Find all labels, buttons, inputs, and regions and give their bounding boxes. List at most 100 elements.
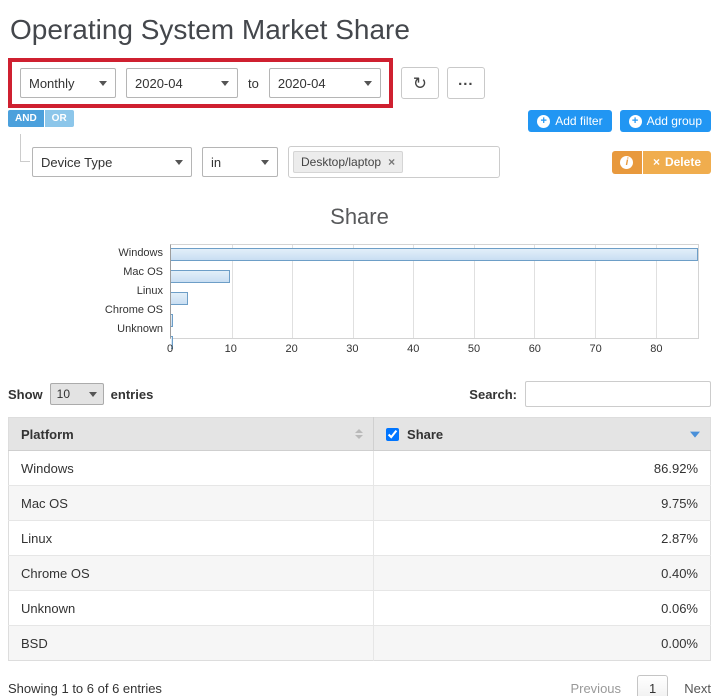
bar-chrome-os[interactable]: [171, 314, 174, 327]
gridline: [595, 245, 597, 338]
gridlines: [171, 245, 698, 338]
table-controls: Show 10 entries Search:: [8, 381, 711, 407]
column-header-platform[interactable]: Platform: [8, 417, 374, 451]
next-page-button[interactable]: Next: [684, 681, 711, 696]
table-row: Chrome OS 0.40%: [8, 555, 711, 591]
platform-header-label: Platform: [21, 426, 74, 442]
period-select[interactable]: Monthly: [20, 68, 116, 98]
delete-label: Delete: [664, 155, 701, 169]
date-from-value: 2020-04: [135, 75, 183, 91]
table-info-text: Showing 1 to 6 of 6 entries: [8, 681, 162, 696]
x-axis-tick: 20: [285, 343, 298, 355]
share-cell: 0.00%: [373, 625, 711, 661]
x-axis-tick: 0: [166, 343, 174, 355]
date-to-value: 2020-04: [277, 75, 326, 91]
gridline: [352, 245, 354, 338]
gridline: [655, 245, 657, 338]
date-from-select[interactable]: 2020-04: [126, 68, 238, 98]
controls-row: Monthly 2020-04 to 2020-04 ↻ ...: [8, 58, 711, 108]
x-axis-tick: 30: [346, 343, 359, 355]
add-buttons: + Add filter + Add group: [528, 110, 711, 132]
search-input[interactable]: [525, 381, 711, 407]
search-label: Search:: [469, 386, 517, 402]
table-header-row: Platform Share: [8, 417, 711, 451]
and-badge[interactable]: AND: [8, 110, 44, 127]
refresh-button[interactable]: ↻: [400, 67, 439, 99]
filter-operator-value: in: [211, 154, 222, 170]
info-icon: i: [620, 155, 634, 169]
bar-unknown[interactable]: [171, 336, 173, 349]
page-length-select[interactable]: 10: [49, 383, 104, 405]
bar-row: [171, 292, 698, 311]
platform-cell: Mac OS: [8, 485, 374, 521]
platform-cell: Windows: [8, 450, 374, 486]
filter-operator-select[interactable]: in: [202, 147, 278, 177]
bar-windows[interactable]: [171, 248, 698, 261]
previous-page-button[interactable]: Previous: [570, 681, 622, 696]
search-wrap: Search:: [469, 381, 711, 407]
filter-values-input[interactable]: Desktop/laptop ×: [288, 146, 500, 178]
or-badge[interactable]: OR: [44, 110, 74, 127]
add-group-button[interactable]: + Add group: [619, 110, 711, 132]
share-column-checkbox[interactable]: [386, 427, 400, 441]
refresh-icon: ↻: [412, 73, 427, 93]
share-cell: 0.06%: [373, 590, 711, 626]
share-cell: 0.40%: [373, 555, 711, 591]
chevron-down-icon: [221, 80, 229, 86]
bar-mac-os[interactable]: [171, 270, 231, 283]
x-axis-tick: 40: [407, 343, 420, 355]
table-footer: Showing 1 to 6 of 6 entries Previous 1 N…: [8, 675, 711, 696]
bar-row: [171, 248, 698, 267]
filter-row: Device Type in Desktop/laptop × i × D: [32, 146, 711, 178]
share-cell: 86.92%: [373, 450, 711, 486]
sort-icon: [355, 429, 364, 439]
bar-linux[interactable]: [171, 292, 189, 305]
pagination: Previous 1 Next: [570, 675, 711, 696]
table-row: BSD 0.00%: [8, 625, 711, 661]
bar-row: [171, 336, 698, 355]
to-label: to: [248, 75, 259, 91]
plus-icon: +: [537, 114, 551, 128]
and-or-toggle: AND OR: [8, 110, 74, 127]
period-select-value: Monthly: [29, 75, 75, 91]
chevron-down-icon: [99, 80, 107, 86]
filter-chip-label: Desktop/laptop: [301, 155, 382, 169]
chevron-down-icon: [261, 159, 269, 165]
date-to-select[interactable]: 2020-04: [268, 68, 381, 98]
filter-info-button[interactable]: i: [611, 150, 642, 174]
x-axis-tick: 80: [650, 343, 663, 355]
chip-remove-icon[interactable]: ×: [388, 155, 396, 169]
x-axis-tick: 60: [528, 343, 541, 355]
platform-cell: Chrome OS: [8, 555, 374, 591]
x-axis-tick: 50: [467, 343, 481, 355]
filter-connector-line: [20, 134, 30, 162]
filter-field-select[interactable]: Device Type: [32, 147, 192, 177]
chevron-down-icon: [175, 159, 183, 165]
y-axis-label: Chrome OS: [104, 304, 163, 316]
table-row: Windows 86.92%: [8, 450, 711, 486]
y-axis-label: Unknown: [117, 323, 163, 335]
filter-chip: Desktop/laptop ×: [293, 151, 404, 173]
x-axis-tick: 70: [589, 343, 602, 355]
column-header-share[interactable]: Share: [373, 417, 711, 451]
sort-descending-icon: [690, 431, 700, 438]
table-row: Mac OS 9.75%: [8, 485, 711, 521]
more-options-button[interactable]: ...: [446, 67, 485, 99]
y-axis-label: Linux: [136, 285, 163, 297]
chevron-down-icon: [363, 80, 372, 86]
share-chart: Windows Mac OS Linux Chrome OS Unknown 0…: [8, 244, 711, 359]
filter-delete-button[interactable]: × Delete: [642, 150, 711, 174]
add-filter-button[interactable]: + Add filter: [528, 110, 612, 132]
share-cell: 2.87%: [373, 520, 711, 556]
y-axis-labels: Windows Mac OS Linux Chrome OS Unknown: [10, 244, 170, 359]
annotation-highlight-box: Monthly 2020-04 to 2020-04: [8, 58, 393, 108]
page-length-value: 10: [56, 387, 71, 401]
page-number-button[interactable]: 1: [637, 675, 669, 696]
close-icon: ×: [652, 155, 660, 169]
results-table: Platform Share Windows 86.92% Mac OS: [8, 417, 711, 661]
platform-cell: Linux: [8, 520, 374, 556]
gridline: [534, 245, 536, 338]
gridline: [231, 245, 233, 338]
y-axis-label: Mac OS: [123, 266, 163, 278]
